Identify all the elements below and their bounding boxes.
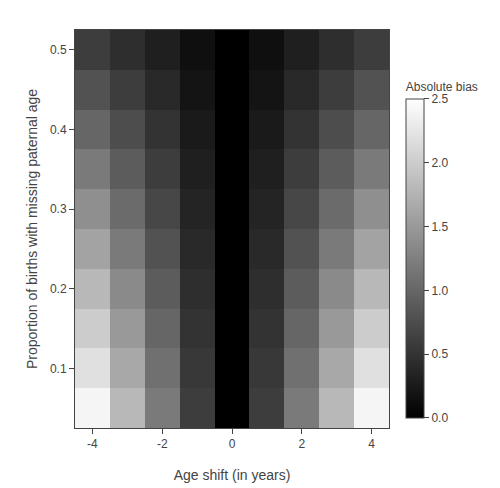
svg-text:0.5: 0.5 <box>431 347 448 361</box>
svg-text:4: 4 <box>368 437 375 451</box>
svg-text:Proportion of births with miss: Proportion of births with missing patern… <box>24 89 40 369</box>
svg-text:2.5: 2.5 <box>431 92 448 106</box>
svg-text:2.0: 2.0 <box>431 156 448 170</box>
svg-text:Age shift (in years): Age shift (in years) <box>174 467 291 483</box>
svg-text:0.4: 0.4 <box>50 123 67 137</box>
svg-text:0.0: 0.0 <box>431 411 448 425</box>
svg-text:0.1: 0.1 <box>50 362 67 376</box>
svg-text:2: 2 <box>298 437 305 451</box>
svg-text:1.5: 1.5 <box>431 220 448 234</box>
svg-text:0.2: 0.2 <box>50 282 67 296</box>
svg-text:-2: -2 <box>157 437 168 451</box>
svg-text:0.5: 0.5 <box>50 43 67 57</box>
svg-text:-4: -4 <box>87 437 98 451</box>
svg-text:0: 0 <box>229 437 236 451</box>
svg-text:Absolute bias: Absolute bias <box>406 80 478 94</box>
svg-text:0.3: 0.3 <box>50 202 67 216</box>
svg-text:1.0: 1.0 <box>431 284 448 298</box>
